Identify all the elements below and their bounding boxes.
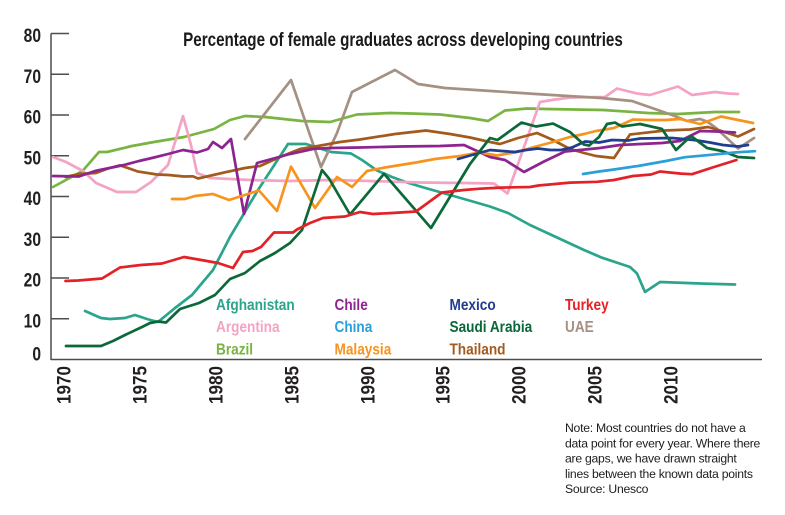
svg-text:Mexico: Mexico bbox=[450, 297, 496, 314]
svg-text:40: 40 bbox=[24, 188, 41, 210]
svg-text:Source: Unesco: Source: Unesco bbox=[565, 482, 649, 496]
svg-text:Brazil: Brazil bbox=[216, 342, 253, 359]
svg-text:30: 30 bbox=[24, 228, 41, 250]
svg-text:Malaysia: Malaysia bbox=[335, 342, 393, 359]
svg-text:1990: 1990 bbox=[358, 366, 379, 404]
svg-text:60: 60 bbox=[24, 106, 41, 128]
svg-text:0: 0 bbox=[32, 343, 41, 365]
svg-text:2010: 2010 bbox=[661, 366, 682, 404]
svg-text:1970: 1970 bbox=[54, 366, 75, 404]
svg-text:1980: 1980 bbox=[206, 366, 227, 404]
svg-text:50: 50 bbox=[24, 147, 41, 169]
svg-text:70: 70 bbox=[24, 65, 41, 87]
svg-text:Percentage of female graduates: Percentage of female graduates across de… bbox=[183, 28, 623, 50]
svg-text:are gaps, we have drawn straig: are gaps, we have drawn straight bbox=[565, 452, 737, 466]
svg-text:China: China bbox=[335, 319, 374, 336]
svg-text:data point for every year. Whe: data point for every year. Where there bbox=[565, 436, 761, 450]
svg-text:1995: 1995 bbox=[433, 366, 454, 404]
svg-text:Afghanistan: Afghanistan bbox=[216, 297, 295, 314]
svg-text:Turkey: Turkey bbox=[565, 297, 609, 314]
svg-text:Note: Most countries do not ha: Note: Most countries do not have a bbox=[565, 421, 746, 435]
svg-text:10: 10 bbox=[24, 310, 41, 332]
svg-text:Thailand: Thailand bbox=[450, 342, 506, 359]
svg-text:1975: 1975 bbox=[130, 366, 151, 404]
svg-text:Chile: Chile bbox=[335, 297, 368, 314]
svg-text:2005: 2005 bbox=[585, 366, 606, 404]
svg-text:Saudi Arabia: Saudi Arabia bbox=[450, 319, 534, 336]
svg-text:1985: 1985 bbox=[282, 366, 303, 404]
svg-text:80: 80 bbox=[24, 25, 41, 47]
svg-text:UAE: UAE bbox=[565, 319, 594, 336]
svg-text:20: 20 bbox=[24, 269, 41, 291]
svg-text:lines between the known data p: lines between the known data points bbox=[565, 467, 753, 481]
svg-text:Argentina: Argentina bbox=[216, 319, 280, 336]
svg-text:2000: 2000 bbox=[509, 366, 530, 404]
